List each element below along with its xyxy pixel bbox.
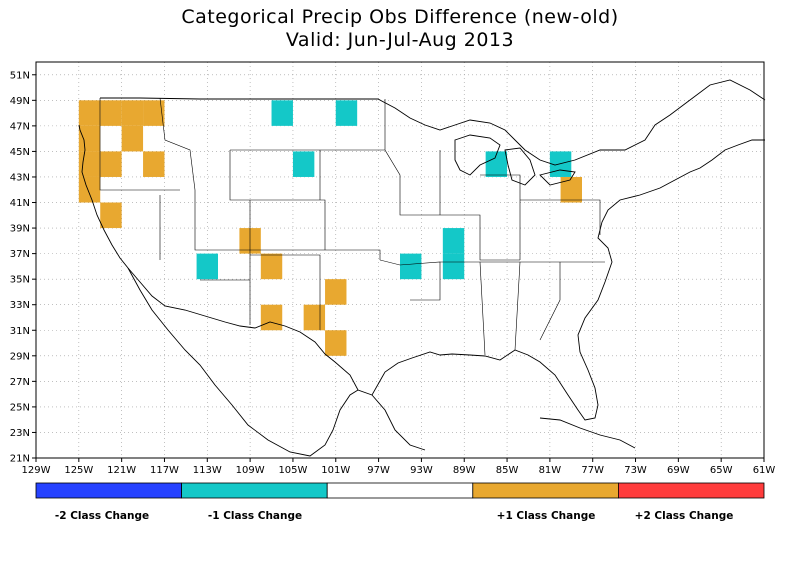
x-tick-label: 97W — [367, 465, 390, 476]
legend-label: -1 Class Change — [208, 510, 302, 522]
y-tick-label: 27N — [10, 377, 30, 388]
cuba-outline — [539, 417, 636, 449]
plus1-cell — [100, 100, 122, 126]
x-tick-label: 109W — [236, 465, 265, 476]
map-outlines — [78, 79, 766, 457]
legend-label: +2 Class Change — [635, 510, 734, 522]
x-tick-label: 81W — [539, 465, 562, 476]
y-tick-label: 47N — [10, 121, 30, 132]
plus1-cell — [100, 202, 122, 229]
map-axes: 129W 125W 121W 117W 113W 109W 105W 101W 97W 93W 89… — [10, 61, 776, 476]
plus1-cell — [143, 151, 165, 177]
y-tick-label: 23N — [10, 428, 30, 439]
us-outline — [78, 124, 765, 421]
y-tick-label: 41N — [10, 198, 30, 209]
x-tick-label: 129W — [22, 465, 51, 476]
legend-label: +1 Class Change — [497, 510, 596, 522]
minus1-cell — [335, 100, 358, 126]
legend-label: -2 Class Change — [55, 510, 149, 522]
x-tick-label: 77W — [581, 465, 604, 476]
y-tick-label: 35N — [10, 275, 30, 286]
legend-swatch — [326, 482, 474, 499]
y-tick-label: 45N — [10, 147, 30, 158]
x-tick-label: 121W — [107, 465, 136, 476]
plus1-cell — [303, 304, 326, 331]
x-tick-label: 125W — [64, 465, 93, 476]
plus1-cell — [325, 279, 347, 305]
y-tick-label: 37N — [10, 249, 30, 260]
mexico-outline — [127, 267, 426, 457]
y-tick-label: 51N — [10, 70, 30, 81]
plus1-cell — [560, 176, 582, 203]
plus1-cell — [100, 151, 122, 177]
x-tick-label: 61W — [753, 465, 776, 476]
legend-swatch — [35, 482, 183, 499]
plus1-cell — [121, 125, 144, 152]
legend-swatch — [618, 482, 765, 499]
plus1-cell — [325, 330, 347, 356]
plus1-cell — [78, 100, 101, 126]
x-tick-label: 105W — [278, 465, 307, 476]
y-tick-label: 49N — [10, 96, 30, 107]
y-tick-label: 39N — [10, 224, 30, 235]
difference-cells — [78, 100, 582, 356]
minus1-cell — [485, 151, 508, 177]
y-tick-label: 21N — [10, 454, 30, 465]
legend-swatch — [472, 482, 619, 499]
x-tick-label: 93W — [410, 465, 433, 476]
chart-subtitle: Valid: Jun-Jul-Aug 2013 — [285, 29, 515, 51]
plus1-cell — [260, 304, 283, 331]
plus1-cell — [121, 100, 144, 126]
map-frame — [35, 61, 765, 459]
x-tick-label: 65W — [710, 465, 733, 476]
chart-title: Categorical Precip Obs Difference (new-o… — [181, 6, 619, 28]
y-tick-label: 33N — [10, 300, 30, 311]
x-tick-label: 73W — [624, 465, 647, 476]
y-tick-label: 43N — [10, 172, 30, 183]
x-tick-label: 113W — [193, 465, 222, 476]
great-lakes — [454, 134, 576, 186]
plus1-cell — [260, 253, 283, 280]
x-tick-label: 69W — [667, 465, 690, 476]
minus1-cell — [196, 253, 218, 280]
y-tick-label: 25N — [10, 402, 30, 413]
x-tick-label: 85W — [496, 465, 519, 476]
x-tick-label: 101W — [321, 465, 350, 476]
plus1-cell — [143, 100, 165, 126]
x-tick-label: 89W — [453, 465, 476, 476]
state-borders — [99, 97, 605, 356]
minus1-cell — [400, 253, 422, 280]
minus1-cell — [442, 228, 465, 254]
legend-swatch — [181, 482, 328, 499]
y-tick-label: 29N — [10, 351, 30, 362]
x-tick-label: 117W — [150, 465, 179, 476]
y-tick-label: 31N — [10, 326, 30, 337]
minus1-cell — [292, 151, 315, 177]
plus1-cell — [78, 125, 101, 152]
plus1-cell — [78, 176, 101, 203]
minus1-cell — [442, 253, 465, 280]
minus1-cell — [271, 100, 293, 126]
canada-outline — [100, 79, 766, 166]
plus1-cell — [78, 151, 101, 177]
legend: -2 Class Change -1 Class Change +1 Class C… — [35, 482, 765, 522]
